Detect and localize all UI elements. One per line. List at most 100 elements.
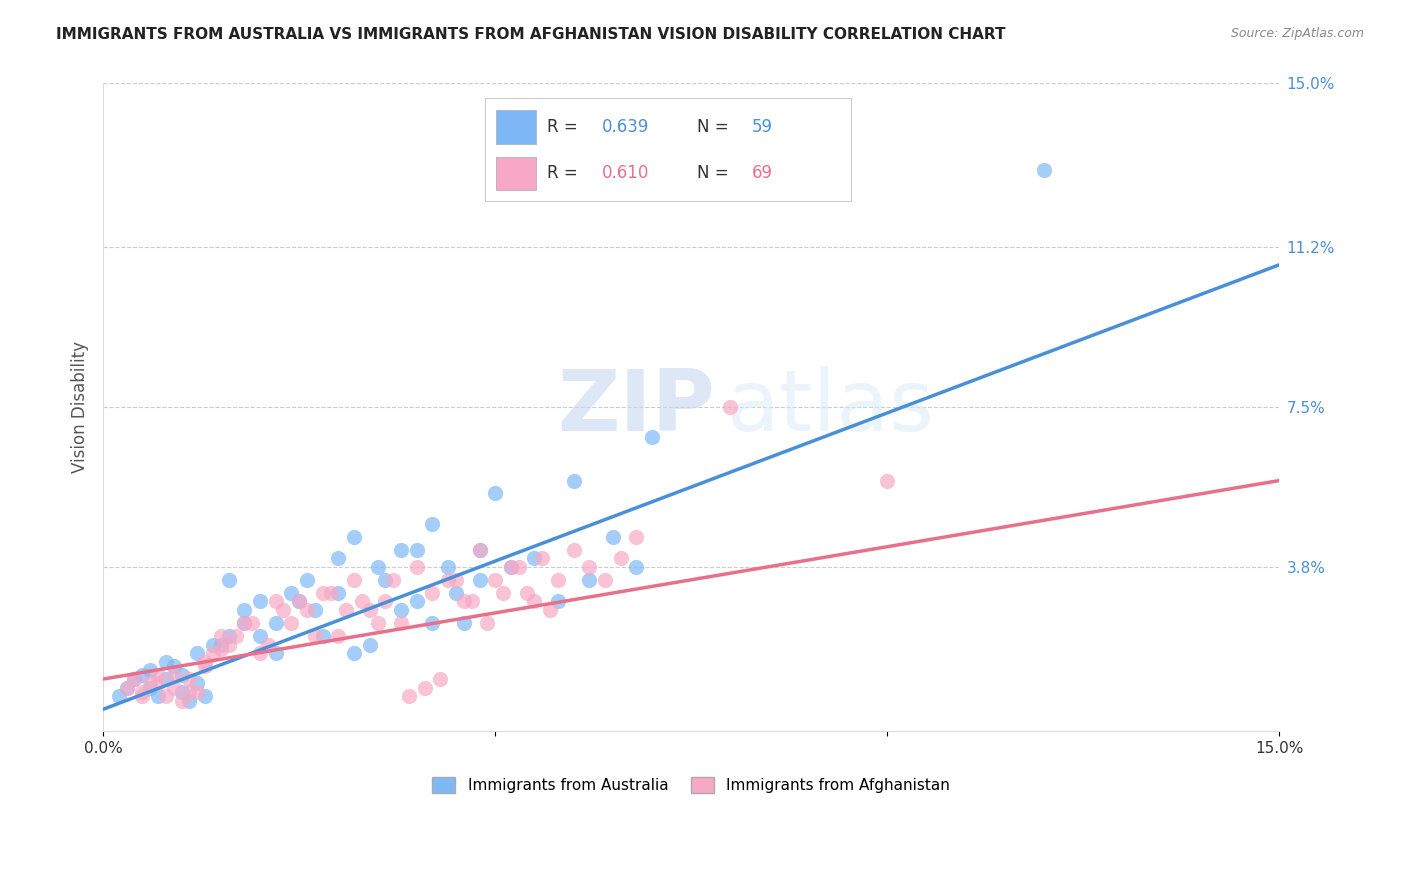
Point (562, 474, 585, 488)
Text: Source: ZipAtlas.com: Source: ZipAtlas.com (1230, 27, 1364, 40)
Point (422, 615, 444, 630)
Point (444, 573, 467, 587)
Point (468, 573, 491, 587)
Point (328, 586, 350, 600)
Point (453, 615, 475, 630)
Point (256, 638, 278, 652)
Point (139, 676, 162, 690)
Point (359, 603, 381, 617)
Point (578, 559, 600, 574)
Point (218, 638, 240, 652)
Point (155, 655, 177, 669)
Point (225, 629, 247, 643)
Point (273, 603, 295, 617)
Point (209, 629, 232, 643)
Point (186, 685, 208, 699)
Text: R =: R = (547, 118, 583, 136)
Point (468, 542, 491, 557)
Y-axis label: Vision Disability: Vision Disability (72, 341, 89, 473)
Point (186, 646, 208, 660)
Point (139, 681, 162, 695)
Point (422, 586, 444, 600)
Point (593, 573, 616, 587)
Point (233, 615, 256, 630)
Point (374, 573, 396, 587)
Point (516, 586, 538, 600)
Point (249, 629, 271, 643)
Point (288, 594, 311, 608)
Point (194, 659, 217, 673)
Point (359, 638, 381, 652)
Point (626, 530, 648, 544)
Point (720, 400, 742, 414)
Point (201, 646, 224, 660)
Point (124, 672, 146, 686)
Point (405, 559, 427, 574)
Point (170, 685, 193, 699)
Point (374, 594, 396, 608)
Text: N =: N = (697, 118, 734, 136)
Point (477, 615, 499, 630)
Point (382, 573, 405, 587)
Point (444, 586, 467, 600)
Point (179, 685, 201, 699)
Point (264, 646, 287, 660)
Point (405, 594, 427, 608)
Text: R =: R = (547, 164, 583, 182)
Point (194, 690, 217, 704)
Point (280, 586, 302, 600)
Point (280, 615, 302, 630)
Point (312, 586, 335, 600)
Point (155, 672, 177, 686)
Point (218, 573, 240, 587)
Point (131, 690, 153, 704)
Point (328, 629, 350, 643)
Point (131, 667, 153, 681)
Point (233, 603, 256, 617)
Point (146, 690, 169, 704)
Text: 0.610: 0.610 (602, 164, 650, 182)
Point (264, 594, 287, 608)
Point (335, 603, 357, 617)
Point (437, 559, 460, 574)
Point (350, 594, 373, 608)
Point (437, 573, 460, 587)
Text: N =: N = (697, 164, 734, 182)
Point (115, 681, 138, 695)
Point (209, 641, 232, 656)
Point (343, 573, 366, 587)
Point (367, 559, 389, 574)
Point (547, 594, 569, 608)
Point (295, 603, 318, 617)
Point (264, 615, 287, 630)
Point (155, 690, 177, 704)
Point (108, 690, 131, 704)
Point (249, 594, 271, 608)
Point (163, 659, 186, 673)
Point (389, 603, 412, 617)
Point (343, 530, 366, 544)
Point (179, 672, 201, 686)
Point (499, 559, 522, 574)
Point (531, 551, 554, 566)
Point (124, 672, 146, 686)
Point (523, 594, 546, 608)
Bar (496, 157, 536, 190)
Text: 0.639: 0.639 (602, 118, 650, 136)
Point (179, 693, 201, 707)
Point (626, 559, 648, 574)
Point (508, 559, 530, 574)
Point (304, 629, 326, 643)
Point (609, 551, 631, 566)
Text: IMMIGRANTS FROM AUSTRALIA VS IMMIGRANTS FROM AFGHANISTAN VISION DISABILITY CORRE: IMMIGRANTS FROM AUSTRALIA VS IMMIGRANTS … (56, 27, 1005, 42)
Point (163, 681, 186, 695)
Point (194, 655, 217, 669)
Point (398, 690, 420, 704)
Point (389, 542, 412, 557)
Point (453, 594, 475, 608)
Point (405, 542, 427, 557)
Point (343, 646, 366, 660)
Point (233, 615, 256, 630)
Text: 59: 59 (752, 118, 773, 136)
Point (201, 638, 224, 652)
